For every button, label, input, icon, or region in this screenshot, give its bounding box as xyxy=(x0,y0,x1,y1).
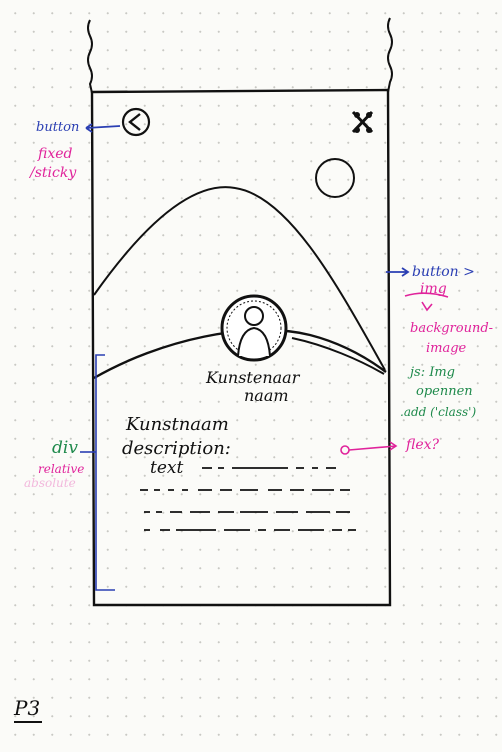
phone-right-edge xyxy=(387,17,393,93)
artist-name-line-2: naam xyxy=(244,386,289,405)
mountain-line xyxy=(93,186,386,371)
back-button-circle xyxy=(121,107,151,137)
avatar-head-icon xyxy=(244,306,264,326)
text-label: text xyxy=(150,458,184,478)
div-bracket xyxy=(95,354,115,591)
annotation-background-image-2: image xyxy=(426,341,467,356)
annotation-button-img: button > xyxy=(412,264,475,280)
description-label: description: xyxy=(122,438,231,459)
phone-left-edge xyxy=(87,19,93,94)
arrow-button-img xyxy=(386,267,410,277)
annotation-img: img xyxy=(420,281,447,297)
annotation-sticky: /sticky xyxy=(30,165,77,181)
screen-frame xyxy=(90,88,392,607)
annotation-js-1: js: Img xyxy=(410,365,455,380)
sun-circle xyxy=(315,158,355,198)
avatar-body-icon xyxy=(237,326,271,357)
annotation-button-left: button xyxy=(36,120,80,135)
annotation-background-image-1: background- xyxy=(410,321,494,336)
page-label: P3 xyxy=(14,696,41,720)
annotation-div: div xyxy=(52,438,78,458)
annotation-flex: flex? xyxy=(406,437,440,453)
flex-arrow-origin xyxy=(340,445,350,455)
annotation-relative: relative xyxy=(38,462,85,476)
chevron-left-icon xyxy=(128,113,141,131)
annotation-js-3: .add ('class') xyxy=(400,405,477,419)
artist-name-line-1: Kunstenaar xyxy=(206,368,300,387)
annotation-js-2: opennen xyxy=(416,384,473,399)
annotation-absolute: absolute xyxy=(24,476,76,490)
flex-arrow xyxy=(348,441,398,451)
artwork-name: Kunstnaam xyxy=(126,414,229,435)
annotation-fixed: fixed xyxy=(38,146,73,162)
arrow-button-left xyxy=(85,123,121,133)
